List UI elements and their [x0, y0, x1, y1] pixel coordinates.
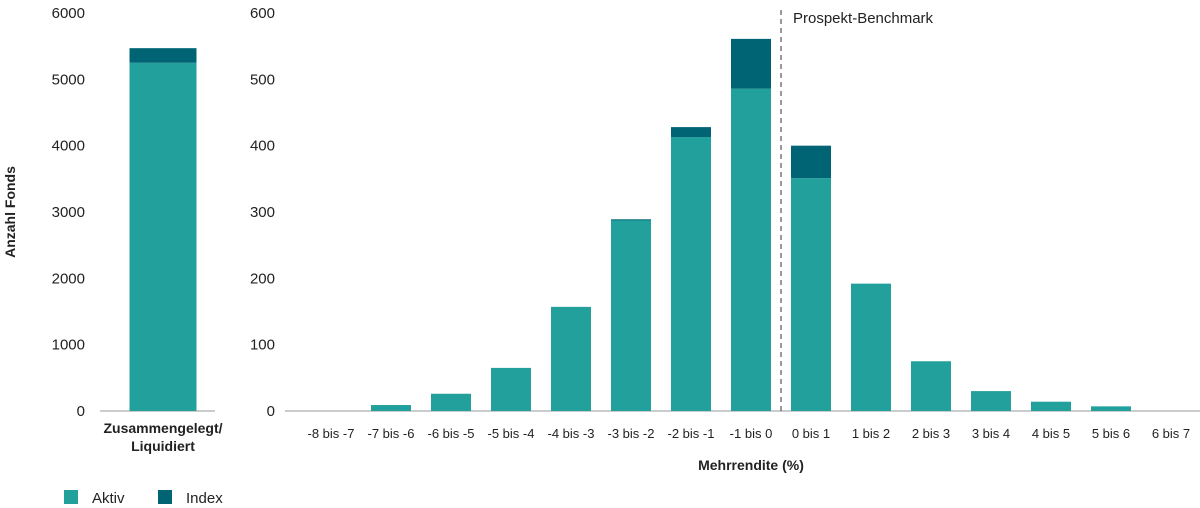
x-tick-label: 0 bis 1 — [792, 426, 830, 441]
right-y-tick-label: 500 — [250, 71, 275, 88]
x-tick-label: -8 bis -7 — [308, 426, 355, 441]
right-bar-aktiv — [911, 361, 951, 411]
x-tick-label: 2 bis 3 — [912, 426, 950, 441]
legend-swatch-index — [158, 490, 172, 504]
right-bar-aktiv — [611, 219, 651, 411]
legend-swatch-aktiv — [64, 490, 78, 504]
legend-label-index: Index — [186, 490, 223, 507]
right-y-tick-label: 400 — [250, 138, 275, 155]
x-tick-label: 4 bis 5 — [1032, 426, 1070, 441]
benchmark-annotation: Prospekt-Benchmark — [793, 10, 934, 27]
left-y-tick-label: 6000 — [52, 5, 85, 22]
left-y-tick-label: 2000 — [52, 270, 85, 287]
right-y-tick-label: 600 — [250, 5, 275, 22]
right-bar-aktiv — [1091, 406, 1131, 411]
left-y-tick-label: 4000 — [52, 138, 85, 155]
right-bar-aktiv — [791, 178, 831, 411]
left-y-tick-label: 3000 — [52, 204, 85, 221]
x-tick-label: 5 bis 6 — [1092, 426, 1130, 441]
x-tick-label: 3 bis 4 — [972, 426, 1010, 441]
left-y-tick-label: 1000 — [52, 337, 85, 354]
x-tick-label: 1 bis 2 — [852, 426, 890, 441]
right-bar-index — [731, 38, 771, 89]
right-bar-aktiv — [371, 405, 411, 411]
x-tick-label: -1 bis 0 — [730, 426, 773, 441]
right-bar-aktiv — [731, 88, 771, 412]
left-y-tick-label: 0 — [77, 403, 85, 420]
right-bar-aktiv — [1031, 401, 1071, 411]
right-bar-index — [611, 219, 651, 221]
x-tick-label: -6 bis -5 — [428, 426, 475, 441]
right-bar-aktiv — [431, 393, 471, 411]
left-category-label-1: Zusammengelegt/ — [103, 420, 222, 436]
right-bar-aktiv — [851, 283, 891, 411]
x-axis-label: Mehrrendite (%) — [698, 457, 804, 473]
right-bar-aktiv — [671, 137, 711, 411]
right-y-tick-label: 200 — [250, 270, 275, 287]
right-y-tick-label: 300 — [250, 204, 275, 221]
right-bar-index — [671, 127, 711, 138]
x-tick-label: -3 bis -2 — [608, 426, 655, 441]
x-tick-label: 6 bis 7 — [1152, 426, 1190, 441]
right-bar-index — [791, 145, 831, 179]
left-category-label-2: Liquidiert — [131, 438, 195, 454]
left-bar-index — [129, 48, 197, 63]
right-bar-aktiv — [551, 306, 591, 411]
x-tick-label: -7 bis -6 — [368, 426, 415, 441]
right-y-tick-label: 100 — [250, 337, 275, 354]
legend-label-aktiv: Aktiv — [92, 490, 125, 507]
y-axis-label: Anzahl Fonds — [2, 166, 18, 258]
x-tick-label: -4 bis -3 — [548, 426, 595, 441]
left-bar-aktiv — [129, 62, 197, 411]
right-bar-aktiv — [491, 367, 531, 411]
right-y-tick-label: 0 — [267, 403, 275, 420]
x-tick-label: -2 bis -1 — [668, 426, 715, 441]
left-y-tick-label: 5000 — [52, 71, 85, 88]
right-bar-aktiv — [971, 391, 1011, 411]
x-tick-label: -5 bis -4 — [488, 426, 535, 441]
